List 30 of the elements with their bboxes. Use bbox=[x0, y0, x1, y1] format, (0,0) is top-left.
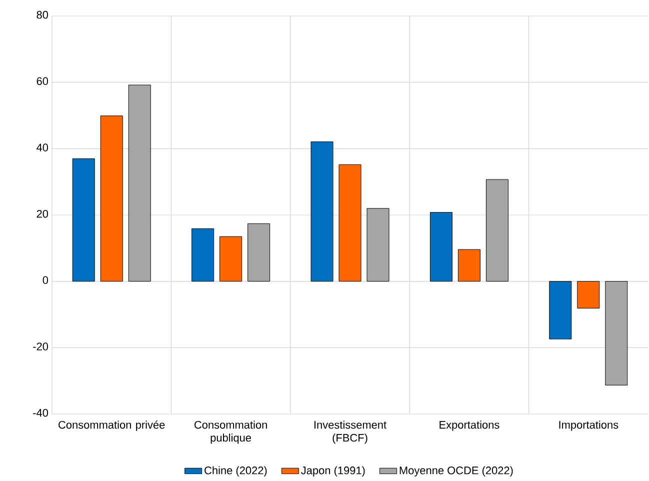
x-tick-label: Consommation privée bbox=[58, 420, 165, 431]
legend-label: Chine (2022) bbox=[204, 466, 267, 476]
bar bbox=[128, 84, 151, 282]
bar bbox=[310, 141, 334, 282]
bar bbox=[605, 281, 628, 386]
bar bbox=[486, 179, 508, 282]
bar bbox=[338, 164, 362, 282]
y-tick-label: 80 bbox=[36, 10, 48, 19]
bar bbox=[248, 223, 270, 282]
y-tick-label: 40 bbox=[36, 144, 48, 152]
x-tick-label: Exportations bbox=[440, 420, 500, 431]
y-tick-label: 0 bbox=[42, 276, 48, 284]
bar bbox=[366, 208, 390, 282]
bar bbox=[458, 249, 480, 282]
bar bbox=[549, 281, 572, 340]
bar bbox=[72, 158, 95, 282]
x-tick-label: Importations bbox=[559, 420, 618, 431]
y-tick-label: -20 bbox=[33, 342, 48, 350]
x-tick-label: Consommation publique bbox=[194, 420, 267, 444]
bar bbox=[100, 116, 123, 282]
bar bbox=[220, 236, 242, 282]
x-tick-label: Investissement (FBCF) bbox=[314, 420, 386, 444]
bar bbox=[192, 228, 214, 282]
bar bbox=[577, 281, 600, 308]
y-tick-label: -40 bbox=[33, 408, 48, 417]
bar bbox=[430, 212, 452, 282]
legend-label: Japon (1991) bbox=[301, 466, 365, 476]
y-tick-label: 60 bbox=[36, 77, 48, 86]
y-tick-label: 20 bbox=[36, 210, 48, 218]
legend-label: Moyenne OCDE (2022) bbox=[400, 466, 513, 476]
